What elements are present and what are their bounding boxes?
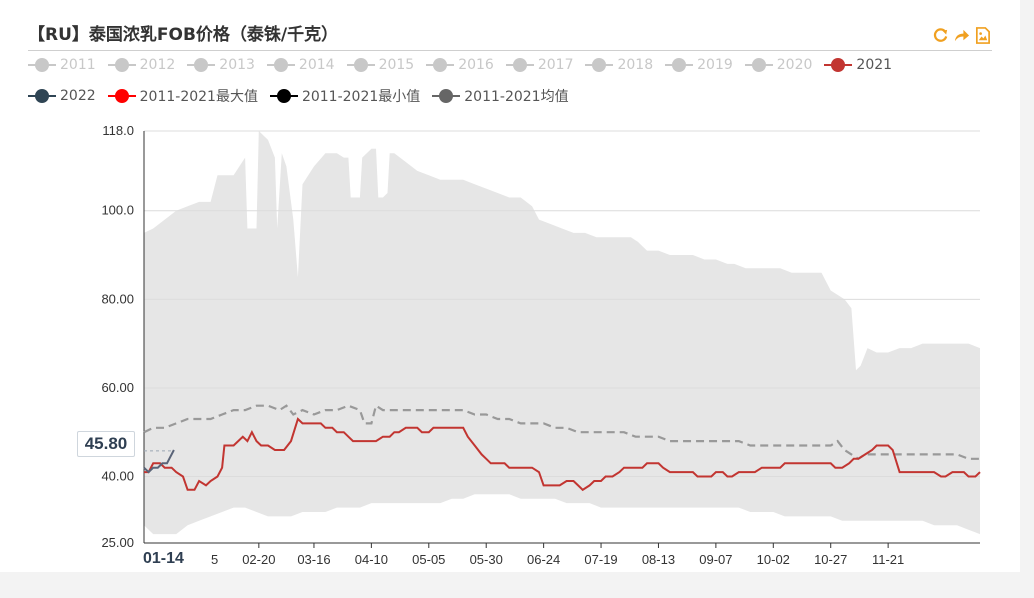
chart-toolbar bbox=[932, 27, 991, 44]
legend-symbol bbox=[107, 58, 136, 72]
legend-item-2012[interactable]: 2012 bbox=[107, 57, 176, 73]
legend-symbol bbox=[426, 58, 455, 72]
x-tick-label: 08-13 bbox=[642, 552, 675, 567]
series-line-2022 bbox=[143, 449, 175, 474]
axis-pointer-x-label: 01-14 bbox=[143, 550, 184, 567]
legend-item-2014[interactable]: 2014 bbox=[266, 57, 335, 73]
x-tick-label: 03-16 bbox=[297, 552, 330, 567]
x-tick-label: 10-02 bbox=[757, 552, 790, 567]
legend-item-2022[interactable]: 2022 bbox=[28, 88, 96, 104]
legend-symbol bbox=[28, 89, 56, 103]
x-tick-label: 07-19 bbox=[584, 552, 617, 567]
legend-symbol bbox=[585, 58, 614, 72]
legend-item-2017[interactable]: 2017 bbox=[505, 57, 574, 73]
legend-item-2011[interactable]: 2011 bbox=[28, 57, 96, 73]
legend-label: 2012 bbox=[139, 57, 176, 73]
legend-item-2013[interactable]: 2013 bbox=[187, 57, 255, 73]
legend-symbol bbox=[432, 89, 461, 103]
y-tick-label: 40.00 bbox=[101, 469, 134, 484]
y-tick-label: 60.00 bbox=[101, 380, 134, 395]
y-tick-label: 118.0 bbox=[102, 123, 134, 138]
legend-label: 2014 bbox=[298, 57, 335, 73]
legend-item-2018[interactable]: 2018 bbox=[585, 57, 653, 73]
legend-label: 2022 bbox=[60, 88, 96, 104]
x-tick-label: 10-27 bbox=[814, 552, 847, 567]
legend-symbol bbox=[107, 89, 136, 103]
legend-item-2011-2021均值[interactable]: 2011-2021均值 bbox=[432, 86, 569, 106]
title-divider bbox=[28, 50, 992, 51]
save-image-icon[interactable] bbox=[974, 27, 991, 44]
legend-symbol bbox=[269, 89, 298, 103]
legend-symbol bbox=[266, 58, 295, 72]
x-tick-label: 06-24 bbox=[527, 552, 560, 567]
x-tick-label: 05-30 bbox=[470, 552, 503, 567]
y-tick-label: 80.00 bbox=[101, 291, 134, 306]
legend-item-2021[interactable]: 2021 bbox=[824, 57, 892, 73]
legend-item-2011-2021最大值[interactable]: 2011-2021最大值 bbox=[107, 86, 258, 106]
series-line-2021 bbox=[144, 417, 981, 492]
legend-item-2015[interactable]: 2015 bbox=[346, 57, 415, 73]
legend-item-2019[interactable]: 2019 bbox=[665, 57, 733, 73]
x-tick-label-partial: 5 bbox=[211, 552, 218, 567]
refresh-icon[interactable] bbox=[932, 27, 949, 44]
legend-label: 2011-2021最大值 bbox=[139, 89, 258, 105]
legend-symbol bbox=[665, 58, 694, 72]
axis-pointer-y-label: 45.80 bbox=[77, 431, 135, 457]
x-tick-label: 09-07 bbox=[699, 552, 732, 567]
x-tick-label: 02-20 bbox=[242, 552, 275, 567]
legend-row-2: 2022 2011-2021最大值 2011-2021最小值 2011-2021均值 bbox=[28, 86, 577, 106]
legend-label: 2018 bbox=[617, 57, 654, 73]
y-tick-label: 100.0 bbox=[101, 203, 134, 218]
legend-label: 2021 bbox=[856, 57, 893, 73]
share-icon[interactable] bbox=[953, 27, 970, 44]
legend-item-2020[interactable]: 2020 bbox=[744, 57, 813, 73]
legend-symbol bbox=[346, 58, 375, 72]
legend-symbol bbox=[824, 58, 853, 72]
legend-label: 2011-2021均值 bbox=[464, 89, 569, 105]
legend-symbol bbox=[187, 58, 216, 72]
legend-label: 2016 bbox=[458, 57, 494, 73]
x-tick-label: 11-21 bbox=[872, 552, 904, 567]
x-tick-label: 04-10 bbox=[355, 552, 388, 567]
x-tick-label: 05-05 bbox=[412, 552, 445, 567]
legend-item-2011-2021最小值[interactable]: 2011-2021最小值 bbox=[269, 86, 421, 106]
legend-symbol bbox=[505, 58, 534, 72]
legend-label: 2020 bbox=[776, 57, 813, 73]
legend-label: 2015 bbox=[378, 57, 415, 73]
legend-label: 2013 bbox=[219, 57, 255, 73]
series-line-mean bbox=[143, 403, 980, 461]
legend-label: 2011 bbox=[60, 57, 96, 73]
legend-symbol bbox=[744, 58, 773, 72]
chart-title: 【RU】泰国浓乳FOB价格（泰铢/千克） bbox=[28, 25, 339, 45]
legend-label: 2011-2021最小值 bbox=[301, 89, 421, 105]
legend-row-1: 2011 2012 2013 2014 2015 2016 2017 2018 2019 2020… bbox=[28, 57, 900, 73]
legend-item-2016[interactable]: 2016 bbox=[426, 57, 494, 73]
y-tick-label: 25.00 bbox=[101, 535, 134, 550]
legend-label: 2019 bbox=[697, 57, 733, 73]
legend-symbol bbox=[28, 58, 56, 72]
legend-label: 2017 bbox=[537, 57, 574, 73]
range-band bbox=[144, 131, 980, 535]
